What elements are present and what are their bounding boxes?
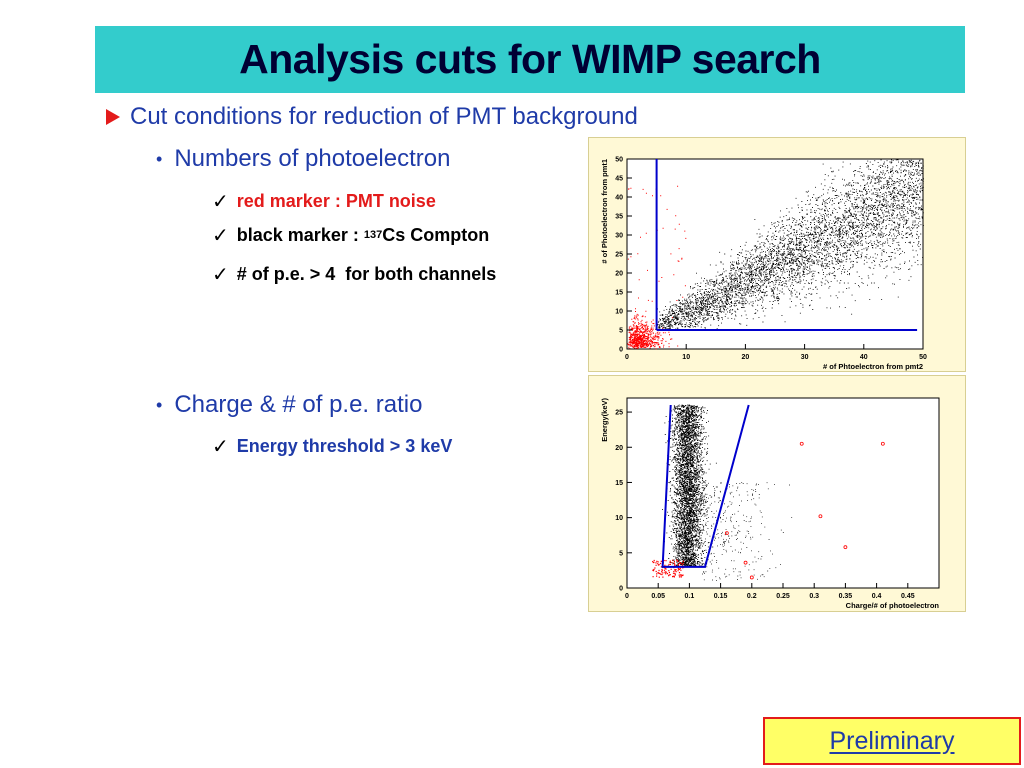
main-bullet-text: Cut conditions for reduction of PMT back…: [130, 103, 638, 130]
checkmark-icon: ✓: [212, 434, 229, 458]
checkmark-icon: ✓: [212, 223, 229, 247]
y-tick-label: 20: [615, 271, 623, 278]
red-outlier: [743, 560, 748, 565]
y-tick-label: 45: [615, 176, 623, 183]
y-tick-label: 25: [615, 252, 623, 259]
x-axis-label: Charge/# of photoelectron: [846, 601, 940, 610]
scatter-points: [627, 158, 924, 350]
red-markers: [627, 185, 687, 350]
y-tick-label: 0: [619, 347, 623, 354]
item-red-marker-text: red marker : PMT noise: [236, 190, 436, 211]
x-tick-label: 0.2: [747, 593, 757, 600]
section2-heading: • Charge & # of p.e. ratio: [156, 391, 422, 419]
y-tick-label: 30: [615, 233, 623, 240]
x-tick-label: 0.25: [776, 593, 790, 600]
x-tick-label: 0.3: [809, 593, 819, 600]
x-tick-label: 0.15: [714, 593, 728, 600]
preliminary-badge: Preliminary: [763, 717, 1021, 765]
y-axis-label: # of Photoelectron from pmt1: [600, 159, 609, 264]
x-tick-label: 30: [801, 354, 809, 361]
red-outlier: [843, 545, 848, 550]
x-tick-label: 40: [860, 354, 868, 361]
red-outlier: [724, 531, 729, 536]
item-black-marker: ✓ black marker : 137 Cs Compton: [212, 223, 489, 247]
section1-heading-text: Numbers of photoelectron: [174, 145, 451, 172]
x-axis-label: # of Phtoelectron from pmt2: [823, 362, 923, 371]
y-tick-label: 15: [615, 480, 623, 487]
item-black-marker-sup: 137: [363, 229, 383, 241]
y-tick-label: 15: [615, 290, 623, 297]
item-pe-cut: ✓ # of p.e. > 4 for both channels: [212, 262, 496, 286]
y-tick-label: 20: [615, 445, 623, 452]
black-markers: [662, 404, 793, 581]
cut-line-0: [661, 404, 750, 568]
y-tick-label: 10: [615, 309, 623, 316]
item-energy-threshold-text: Energy threshold > 3 keV: [236, 435, 453, 456]
y-tick-label: 5: [619, 328, 623, 335]
y-tick-label: 40: [615, 195, 623, 202]
item-red-marker: ✓ red marker : PMT noise: [212, 189, 436, 213]
y-tick-label: 5: [619, 550, 623, 557]
x-tick-label: 0.05: [651, 593, 665, 600]
title-bar: Analysis cuts for WIMP search: [95, 26, 965, 93]
bullet-dot-icon: •: [156, 394, 163, 415]
preliminary-text: Preliminary: [829, 726, 955, 755]
y-tick-label: 50: [615, 157, 623, 164]
item-black-marker-text-post: Cs Compton: [382, 224, 490, 245]
y-tick-label: 25: [615, 410, 623, 417]
plot-frame: [626, 397, 940, 589]
y-axis-label: Energy(keV): [600, 398, 609, 442]
x-tick-label: 50: [919, 354, 927, 361]
x-tick-label: 10: [682, 354, 690, 361]
checkmark-icon: ✓: [212, 262, 229, 286]
red-outlier: [818, 514, 823, 519]
black-markers: [657, 158, 924, 331]
section2-heading-text: Charge & # of p.e. ratio: [174, 391, 423, 418]
y-tick-label: 10: [615, 515, 623, 522]
item-black-marker-text-pre: black marker :: [236, 224, 364, 245]
section1-heading: • Numbers of photoelectron: [156, 145, 450, 173]
red-outlier: [749, 575, 754, 580]
main-bullet: Cut conditions for reduction of PMT back…: [106, 103, 638, 131]
x-tick-label: 0: [625, 593, 629, 600]
bullet-dot-icon: •: [156, 148, 163, 169]
y-tick-label: 35: [615, 214, 623, 221]
x-tick-label: 0: [625, 354, 629, 361]
x-tick-label: 0.35: [839, 593, 853, 600]
checkmark-icon: ✓: [212, 189, 229, 213]
plot-frame: [626, 158, 924, 350]
x-tick-label: 20: [742, 354, 750, 361]
arrow-bullet-icon: [106, 109, 120, 125]
chart1-panel: 0 10 20 30 40 50 0 5 10 15 20 25 30 35 40 45 50 # of Phto…: [588, 137, 966, 372]
chart2-svg: 0 0.05 0.1 0.15 0.2 0.25 0.3 0.35 0.4 0.45 0 5 10 15 2…: [600, 397, 940, 610]
chart2-panel: 0 0.05 0.1 0.15 0.2 0.25 0.3 0.35 0.4 0.45 0 5 10 15 2…: [588, 375, 966, 612]
item-energy-threshold: ✓ Energy threshold > 3 keV: [212, 434, 452, 458]
y-tick-label: 0: [619, 586, 623, 593]
item-pe-cut-text: # of p.e. > 4 for both channels: [236, 263, 497, 284]
red-outlier: [880, 441, 885, 446]
x-tick-label: 0.4: [872, 593, 882, 600]
x-tick-label: 0.1: [685, 593, 695, 600]
x-tick-label: 0.45: [901, 593, 915, 600]
slide-title: Analysis cuts for WIMP search: [239, 36, 821, 82]
red-outlier: [799, 441, 804, 446]
